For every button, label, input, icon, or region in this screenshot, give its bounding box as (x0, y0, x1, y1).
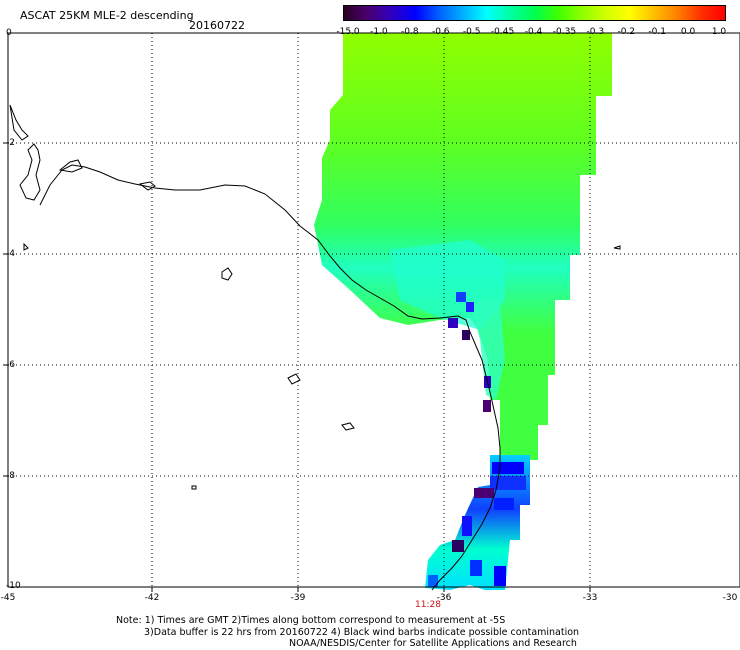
x-tick-label: -33 (582, 593, 598, 603)
y-tick-label: -4 (6, 249, 15, 259)
y-tick-label: -6 (6, 360, 15, 370)
x-tick-label: -39 (290, 593, 306, 603)
note-line-3: NOAA/NESDIS/Center for Satellite Applica… (289, 638, 577, 649)
y-tick-label: -2 (6, 138, 15, 148)
data-swath (314, 33, 612, 590)
time-label: 11:28 (415, 600, 441, 610)
color-bar-label: -0.35 (552, 27, 577, 37)
color-bar-label: -0.4 (524, 27, 543, 37)
plot-frame (7, 32, 740, 588)
color-bar-label: -0.8 (401, 27, 419, 37)
grid-lines (8, 33, 740, 587)
color-bar-label: -0.5 (462, 27, 481, 37)
x-tick-label: -30 (722, 593, 738, 603)
color-bar-label: -15.0 (336, 27, 360, 37)
color-bar-label: -0.1 (648, 27, 666, 37)
y-tick-label: 0 (6, 28, 12, 38)
color-bar (343, 5, 726, 21)
color-bar-label: -1.0 (370, 27, 388, 37)
color-bar-label: -0.3 (586, 27, 605, 37)
y-tick-label: -10 (6, 581, 21, 591)
note-line-2: 3)Data buffer is 22 hrs from 20160722 4)… (144, 627, 580, 638)
color-bar-label: -0.6 (431, 27, 450, 37)
x-tick-label: -42 (144, 593, 160, 603)
map-date: 20160722 (189, 19, 245, 32)
coastline (9, 104, 621, 591)
x-tick-label: -36 (436, 593, 452, 603)
x-tick-label: -45 (0, 593, 16, 603)
color-bar-label: -0.2 (617, 27, 636, 37)
note-line-1: Note: 1) Times are GMT 2)Times along bot… (116, 615, 506, 626)
map-title: ASCAT 25KM MLE-2 descending (20, 9, 194, 22)
color-bar-label: 0.0 (680, 27, 696, 37)
color-bar-label: 1.0 (711, 27, 727, 37)
y-tick-label: -8 (6, 471, 15, 481)
color-bar-label: -0.45 (490, 27, 515, 37)
